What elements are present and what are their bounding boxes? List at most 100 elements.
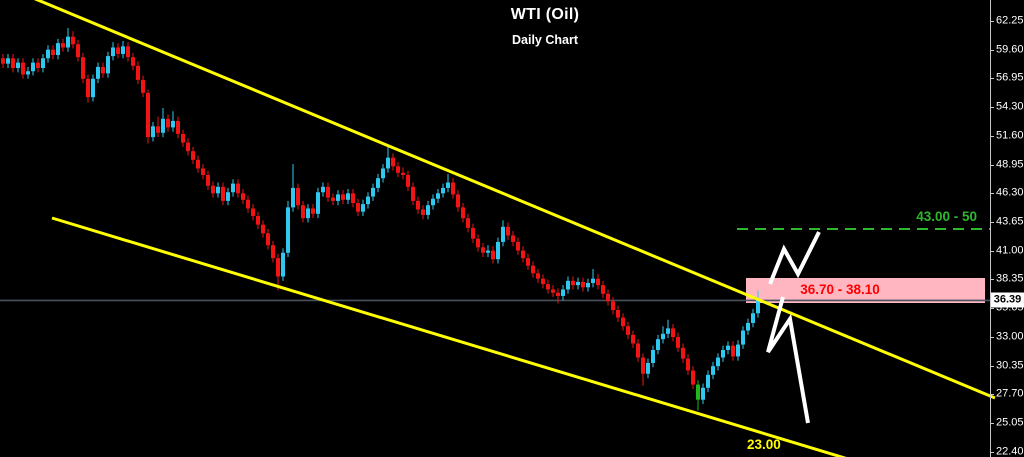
- candle-body: [251, 208, 255, 217]
- candle-body: [296, 187, 300, 206]
- candle-body: [586, 282, 590, 288]
- axis-tick-label: 38.35: [996, 272, 1024, 285]
- candle-body: [431, 198, 435, 206]
- candle-body: [736, 344, 740, 357]
- axis-tick-mark: [990, 422, 994, 424]
- axis-tick-label: 27.70: [996, 387, 1024, 400]
- candle-body: [601, 285, 605, 294]
- supply-zone-label: 36.70 - 38.10: [800, 282, 880, 297]
- candle-body: [366, 196, 370, 205]
- candle-body: [706, 374, 710, 388]
- candle-body: [66, 36, 70, 48]
- candle-body: [496, 241, 500, 260]
- axis-tick-mark: [990, 106, 994, 108]
- target-zone-label: 43.00 - 50: [916, 209, 977, 224]
- candle-body: [201, 168, 205, 175]
- candle-body: [721, 349, 725, 358]
- candle-body: [361, 204, 365, 212]
- candle-body: [316, 192, 320, 214]
- candle-body: [71, 36, 75, 45]
- candle-body: [421, 209, 425, 215]
- axis-tick-mark: [990, 337, 994, 339]
- candle-body: [486, 250, 490, 253]
- candle-body: [686, 358, 690, 371]
- candle-body: [291, 187, 295, 208]
- candle-body: [36, 62, 40, 68]
- candle-body: [646, 362, 650, 374]
- supply-zone-rect: [746, 278, 985, 303]
- candle-body: [306, 208, 310, 219]
- price-axis: [990, 0, 991, 457]
- candle-body: [386, 157, 390, 169]
- candle-body: [666, 328, 670, 334]
- axis-tick-mark: [990, 49, 994, 51]
- candle-body: [56, 43, 60, 56]
- candle-body: [351, 193, 355, 204]
- axis-tick-label: 46.30: [996, 186, 1024, 199]
- candle-body: [696, 384, 700, 400]
- axis-tick-mark: [990, 365, 994, 367]
- bearish-projection-arrow[interactable]: [766, 296, 810, 424]
- candle-body: [726, 345, 730, 350]
- candle-body: [691, 370, 695, 385]
- candle-body: [136, 65, 140, 80]
- candle-body: [571, 280, 575, 286]
- candle-body: [286, 207, 290, 253]
- candle-body: [401, 172, 405, 175]
- candle-body: [446, 182, 450, 188]
- candle-body: [536, 273, 540, 279]
- axis-tick-mark: [990, 193, 994, 195]
- channel-upper-trendline[interactable]: [33, 0, 996, 400]
- axis-tick-label: 59.60: [996, 43, 1024, 56]
- axis-tick-mark: [990, 136, 994, 138]
- current-price-box: 36.39: [991, 292, 1024, 308]
- candle-body: [701, 387, 705, 400]
- candle-body: [86, 78, 90, 98]
- bullish-projection-arrow[interactable]: [768, 231, 821, 285]
- chart-subtitle: Daily Chart: [512, 33, 578, 47]
- channel-lower-trendline[interactable]: [51, 216, 858, 457]
- candle-body: [26, 71, 30, 75]
- candle-body: [656, 339, 660, 350]
- candle-body: [196, 159, 200, 169]
- candle-body: [576, 281, 580, 286]
- candle-body: [106, 56, 110, 74]
- candle-body: [461, 207, 465, 219]
- candle-body: [91, 78, 95, 98]
- axis-tick-label: 41.00: [996, 244, 1024, 257]
- candle-body: [716, 357, 720, 367]
- candle-body: [396, 166, 400, 173]
- candle-body: [511, 235, 515, 242]
- axis-tick-mark: [990, 164, 994, 166]
- candle-body: [171, 120, 175, 128]
- axis-tick-label: 33.00: [996, 330, 1024, 343]
- candle-body: [411, 186, 415, 201]
- candle-body: [101, 66, 105, 74]
- candle-body: [516, 241, 520, 251]
- axis-tick-label: 54.30: [996, 100, 1024, 113]
- axis-tick-label: 30.35: [996, 359, 1024, 372]
- candle-body: [556, 292, 560, 296]
- candle-body: [221, 186, 225, 201]
- candle-body: [611, 301, 615, 311]
- candle-body: [756, 300, 760, 314]
- axis-tick-label: 51.60: [996, 129, 1024, 142]
- candle-body: [541, 278, 545, 285]
- candle-body: [681, 347, 685, 359]
- axis-tick-label: 43.65: [996, 215, 1024, 228]
- candle-body: [281, 252, 285, 277]
- candle-body: [671, 328, 675, 338]
- candle-body: [111, 47, 115, 57]
- candle-body: [481, 247, 485, 253]
- candle-body: [51, 49, 55, 56]
- candle-body: [526, 258, 530, 266]
- candle-body: [276, 258, 280, 277]
- candle-body: [61, 43, 65, 48]
- candle-body: [596, 278, 600, 286]
- candle-body: [331, 197, 335, 201]
- candle-body: [206, 174, 210, 186]
- candle-body: [151, 126, 155, 138]
- candle-body: [21, 62, 25, 75]
